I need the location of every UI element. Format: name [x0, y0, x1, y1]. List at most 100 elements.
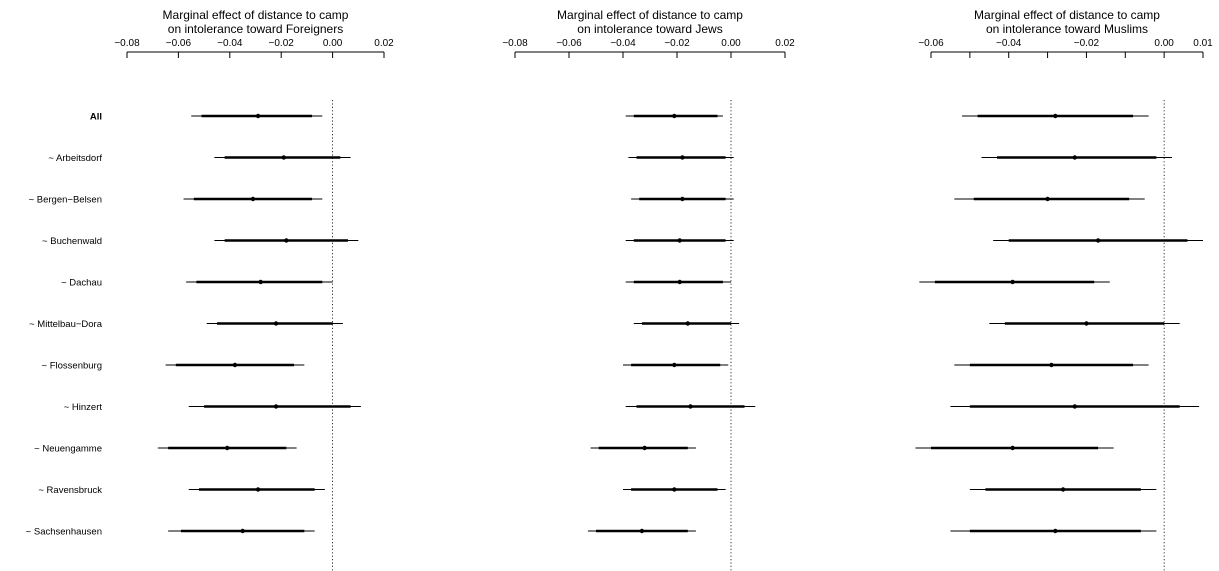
x-tick-label-5: 0.02: [775, 38, 795, 49]
x-tick-label-1: −0.06: [556, 38, 582, 49]
point-estimate: [240, 528, 245, 534]
row-label-1: ~ Arbeitsdorf: [48, 153, 102, 164]
row-label-5: ~ Mittelbau−Dora: [29, 319, 103, 330]
coef-row-9: [188, 487, 325, 492]
coef-row-3: [625, 238, 734, 243]
coef-row-1: [981, 155, 1172, 160]
x-tick-label-0: −0.08: [114, 38, 140, 49]
x-tick-label-4: 0.00: [721, 38, 741, 49]
x-tick-label-2: −0.04: [996, 38, 1022, 49]
coef-row-5: [206, 321, 343, 326]
coef-row-0: [191, 113, 323, 119]
x-tick-label-4: −0.02: [1074, 38, 1100, 49]
point-estimate: [685, 321, 690, 326]
row-label-9: ~ Ravensbruck: [38, 485, 102, 496]
point-estimate: [1010, 445, 1015, 451]
point-estimate: [225, 445, 230, 451]
point-estimate: [680, 196, 685, 202]
x-tick-label-7: 0.01: [1193, 38, 1213, 49]
point-estimate: [1095, 238, 1101, 243]
chart-title-line-0: Marginal effect of distance to camp: [163, 8, 349, 22]
point-estimate: [642, 445, 647, 451]
point-estimate: [1045, 196, 1050, 202]
coef-row-0: [625, 113, 723, 119]
coef-row-8: [915, 445, 1114, 451]
point-estimate: [680, 155, 685, 160]
row-label-8: ~ Neuengamme: [34, 444, 102, 455]
coef-row-2: [183, 196, 323, 202]
coef-row-7: [188, 404, 361, 409]
point-estimate: [1072, 155, 1077, 160]
point-estimate: [1060, 487, 1066, 492]
coef-row-9: [969, 487, 1157, 492]
point-estimate: [688, 404, 693, 409]
point-estimate: [1010, 279, 1015, 285]
x-tick-label-4: 0.00: [323, 38, 343, 49]
point-estimate: [1053, 113, 1058, 119]
coef-row-1: [628, 155, 734, 160]
point-estimate: [639, 528, 645, 534]
x-tick-label-3: −0.02: [269, 38, 295, 49]
point-estimate: [1049, 362, 1054, 368]
row-label-7: ~ Hinzert: [64, 402, 103, 413]
point-estimate: [672, 113, 677, 119]
coef-row-7: [950, 404, 1200, 409]
coef-row-5: [633, 321, 740, 326]
coef-row-4: [919, 279, 1110, 285]
point-estimate: [677, 238, 682, 243]
coef-row-5: [989, 321, 1180, 326]
point-estimate: [284, 238, 289, 243]
row-label-0: All: [90, 112, 102, 123]
x-tick-label-1: −0.06: [166, 38, 192, 49]
coef-row-8: [157, 445, 297, 451]
x-tick-label-3: −0.02: [664, 38, 690, 49]
point-estimate: [232, 362, 238, 368]
point-estimate: [1084, 321, 1089, 326]
coef-row-10: [950, 528, 1157, 534]
x-tick-label-6: 0.00: [1154, 38, 1174, 49]
coef-row-6: [954, 362, 1149, 368]
coef-row-7: [625, 404, 756, 409]
row-label-3: ~ Buchenwald: [42, 236, 102, 247]
point-estimate: [677, 279, 682, 285]
coef-row-4: [186, 279, 333, 285]
point-estimate: [255, 113, 261, 119]
coef-row-6: [623, 362, 729, 368]
coef-row-2: [631, 196, 734, 202]
x-tick-label-2: −0.04: [610, 38, 636, 49]
chart-title-line-1: on intolerance toward Jews: [577, 22, 722, 36]
point-estimate: [273, 404, 279, 409]
coef-row-3: [993, 238, 1203, 243]
coef-row-6: [165, 362, 305, 368]
coef-row-9: [623, 487, 726, 492]
coef-row-3: [214, 238, 359, 243]
x-tick-label-5: 0.02: [374, 38, 394, 49]
coef-row-4: [625, 279, 731, 285]
point-estimate: [255, 487, 261, 492]
x-tick-label-0: −0.06: [918, 38, 944, 49]
coef-row-1: [214, 155, 351, 160]
chart-title-line-1: on intolerance toward Foreigners: [168, 22, 343, 36]
point-estimate: [258, 279, 263, 285]
chart-title-line-0: Marginal effect of distance to camp: [557, 8, 743, 22]
coef-row-10: [168, 528, 315, 534]
coef-row-10: [587, 528, 696, 534]
row-label-2: ~ Bergen−Belsen: [29, 195, 102, 206]
row-label-4: ~ Dachau: [61, 278, 102, 289]
x-tick-label-2: −0.04: [217, 38, 243, 49]
coef-row-8: [590, 445, 696, 451]
point-estimate: [273, 321, 279, 326]
coef-row-0: [962, 113, 1149, 119]
point-estimate: [250, 196, 256, 202]
point-estimate: [1053, 528, 1058, 534]
row-label-10: ~ Sachsenhausen: [26, 527, 102, 538]
chart-title-line-0: Marginal effect of distance to camp: [974, 8, 1160, 22]
point-estimate: [672, 362, 677, 368]
point-estimate: [281, 155, 286, 160]
x-tick-label-0: −0.08: [502, 38, 528, 49]
